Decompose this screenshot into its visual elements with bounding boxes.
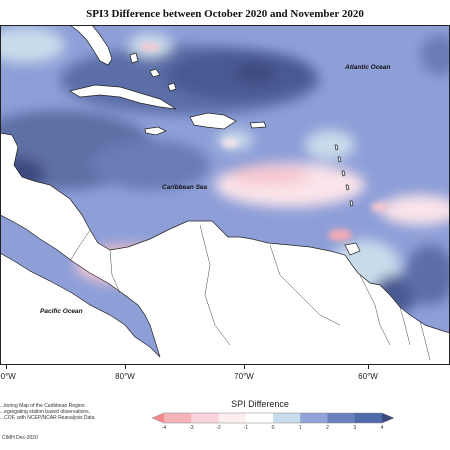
- legend-colorbar: [152, 412, 394, 424]
- legend-tick-label: 0: [271, 425, 275, 431]
- ocean-label-atlantic: Atlantic Ocean: [344, 64, 391, 71]
- legend-tick-label: -4: [161, 425, 167, 431]
- lon-label-80w: 80°W: [115, 372, 135, 381]
- land-florida: [69, 25, 113, 66]
- lon-tick-80w: [125, 364, 126, 369]
- lon-tick-90w: [6, 364, 7, 369]
- land-trinidad: [344, 242, 361, 256]
- land-central-south-america: [0, 132, 450, 365]
- legend-tick-label: -3: [189, 425, 194, 431]
- legend-cell: [191, 413, 219, 423]
- legend-outline: [152, 412, 394, 424]
- legend-tick-label: 1: [298, 425, 302, 431]
- lon-tick-70w: [244, 364, 245, 369]
- lon-label-60w: 60°W: [358, 372, 378, 381]
- land-jamaica: [144, 126, 167, 136]
- spi-field-patches: [0, 27, 450, 345]
- land-bahamas-2: [149, 68, 161, 78]
- anomaly-small-2: [371, 202, 389, 212]
- legend-cell: [164, 413, 192, 423]
- land-bahamas-3: [167, 82, 177, 92]
- ocean-label-pacific: Pacific Ocean: [40, 308, 83, 315]
- legend-cell: [300, 413, 328, 423]
- legend-tick-label: 4: [380, 425, 384, 431]
- anomaly-small-3: [328, 229, 352, 241]
- country-borders: [69, 224, 431, 361]
- credit-date: CIMH Dec-2020: [2, 435, 38, 441]
- map-title: SPI3 Difference between October 2020 and…: [86, 8, 364, 20]
- credit-line-3: ...COF, with NCEP/NCAR Reanalysis Data: [0, 415, 95, 421]
- legend-cell: [327, 413, 356, 423]
- credit-line-1: ...itoring Map of the Caribbean Region.: [0, 403, 86, 409]
- lon-label-70w: 70°W: [234, 372, 254, 381]
- land-cuba: [69, 84, 177, 110]
- legend-cell: [245, 413, 274, 423]
- land-puerto-rico: [249, 121, 267, 129]
- credit-line-2: ...egregating station based observations…: [0, 409, 91, 415]
- anomaly-small-4: [222, 139, 238, 147]
- legend-tick-label: 2: [326, 425, 329, 431]
- legend-cell: [354, 413, 383, 423]
- legend-tick-label: -2: [216, 425, 221, 431]
- land-bahamas-1: [129, 52, 139, 64]
- lon-label-90w: 90°W: [0, 372, 16, 381]
- credit-text: ...itoring Map of the Caribbean Region. …: [0, 403, 125, 421]
- land-lesser-antilles: [334, 144, 354, 207]
- land-hispaniola: [189, 112, 237, 130]
- legend-tick-label: -1: [243, 425, 248, 431]
- lon-tick-60w: [368, 364, 369, 369]
- land-masses: [0, 25, 450, 365]
- legend-cell: [273, 413, 301, 423]
- legend-cell: [218, 413, 247, 423]
- legend-tick-label: 3: [353, 425, 357, 431]
- anomaly-small-1: [140, 43, 160, 51]
- map-frame: Atlantic Ocean Caribbean Sea Pacific Oce…: [0, 25, 450, 365]
- ocean-label-caribbean: Caribbean Sea: [162, 184, 208, 191]
- legend-arrow-low: [152, 413, 164, 423]
- legend-arrow-high: [382, 413, 394, 423]
- legend-title: SPI Difference: [231, 399, 289, 409]
